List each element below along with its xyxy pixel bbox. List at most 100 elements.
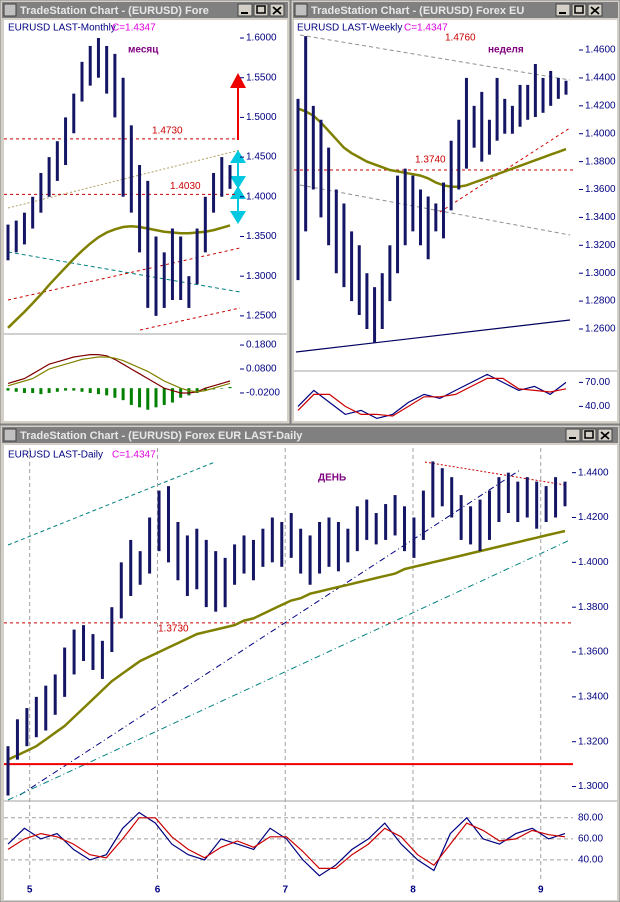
y-tick-label: 1.4600 — [585, 45, 616, 56]
histogram-bar — [72, 388, 76, 391]
histogram-bar — [138, 388, 142, 408]
histogram-bar — [195, 388, 199, 393]
oscillator-line — [7, 356, 231, 393]
plots: 1.4730 1.4030 1.6000 1.5500 1.5000 1.4500 1.40… — [4, 23, 617, 896]
y-tick-label: 1.4200 — [578, 512, 609, 523]
y-tick-label: 0.0800 — [246, 364, 277, 375]
histogram-bar — [228, 386, 232, 389]
histogram-bar — [113, 388, 117, 398]
moving-average — [297, 107, 567, 188]
y-tick-label: 1.4500 — [246, 152, 277, 163]
y-tick-label: 80.00 — [578, 812, 603, 823]
histogram-bar — [96, 388, 100, 395]
app-icon — [3, 428, 17, 442]
chart-label: EURUSD LAST-Weekly — [297, 23, 402, 34]
title-bar[interactable] — [293, 2, 618, 18]
chart-label: EURUSD LAST-Monthly — [8, 23, 116, 34]
histogram-bar — [146, 388, 150, 410]
y-tick-label: 70.00 — [585, 377, 610, 388]
level-label: 1.3740 — [415, 155, 446, 166]
trend-lines — [7, 149, 241, 331]
window-monthly: TradeStation Chart - (EURUSD) Fore — [0, 0, 291, 425]
histogram-bar — [80, 388, 84, 392]
y-tick-label: 1.2600 — [585, 324, 616, 335]
window-title: TradeStation Chart - (EURUSD) Fore — [20, 5, 209, 17]
histogram-bar — [6, 388, 10, 391]
y-tick-label: 1.3600 — [578, 647, 609, 658]
histogram-bar — [55, 388, 59, 392]
close-label: C=1.4347 — [112, 23, 156, 34]
chart-area — [294, 20, 617, 421]
y-tick-label: 1.3000 — [578, 781, 609, 792]
y-tick-label: 0.1800 — [246, 340, 277, 351]
y-tick-label: 1.4000 — [246, 191, 277, 202]
y-tick-label: 1.3400 — [578, 692, 609, 703]
histogram-bar — [154, 388, 158, 408]
y-tick-label: 40.00 — [585, 401, 610, 412]
histogram-bar — [121, 388, 125, 401]
histogram-bar — [47, 388, 51, 393]
level-label: 1.3730 — [158, 624, 189, 635]
x-tick-label: 5 — [27, 885, 33, 896]
window-weekly: TradeStation Chart - (EURUSD) Forex EU — [290, 0, 620, 425]
trend-lines — [295, 34, 571, 353]
chart-area — [4, 20, 287, 421]
annotation: неделя — [488, 45, 524, 56]
y-tick-label: 1.2800 — [585, 296, 616, 307]
y-tick-label: 1.4000 — [585, 128, 616, 139]
window-buttons[interactable] — [565, 428, 613, 442]
level-label: 1.4030 — [170, 181, 201, 192]
y-tick-label: 1.4400 — [578, 467, 609, 478]
histogram-bar — [129, 388, 133, 405]
level-label: 1.4760 — [445, 32, 476, 43]
trend-lines — [7, 461, 571, 801]
histogram-bar — [39, 388, 43, 395]
y-tick-label: 1.4200 — [585, 100, 616, 111]
histogram-bar — [88, 388, 92, 393]
oscillator-line — [297, 377, 567, 417]
y-tick-label: 1.6000 — [246, 33, 277, 44]
y-tick-label: -0.0200 — [246, 388, 280, 399]
level-label: 1.4730 — [152, 125, 183, 136]
annotation: ДЕНЬ — [318, 473, 346, 484]
x-tick-label: 9 — [538, 885, 544, 896]
histogram-bar — [170, 388, 174, 403]
title-bar[interactable] — [2, 427, 618, 443]
oscillator-line — [7, 354, 231, 394]
histogram-bar — [22, 388, 26, 393]
close-label: C=1.4347 — [404, 23, 448, 34]
oscillator-line — [7, 817, 566, 869]
y-tick-label: 40.00 — [578, 855, 603, 866]
chart-area — [4, 445, 617, 900]
y-tick-label: 1.3500 — [246, 231, 277, 242]
window-title: TradeStation Chart - (EURUSD) Forex EUR … — [20, 430, 303, 442]
window-title: TradeStation Chart - (EURUSD) Forex EU — [311, 5, 524, 17]
x-tick-label: 8 — [410, 885, 416, 896]
y-tick-label: 1.2500 — [246, 311, 277, 322]
window-buttons[interactable] — [237, 3, 285, 17]
histogram-bar — [162, 388, 166, 405]
moving-average — [7, 529, 566, 761]
y-tick-label: 1.3800 — [578, 602, 609, 613]
y-tick-label: 1.3000 — [585, 268, 616, 279]
y-tick-label: 1.3800 — [585, 156, 616, 167]
app-icon — [294, 3, 308, 17]
title-bar[interactable] — [2, 2, 288, 18]
y-tick-label: 1.3200 — [578, 736, 609, 747]
arrows — [230, 73, 246, 224]
close-label: C=1.4347 — [112, 450, 156, 461]
y-tick-label: 1.4000 — [578, 557, 609, 568]
annotation: месяц — [128, 45, 159, 56]
histogram-bar — [14, 388, 18, 392]
app-icon — [3, 3, 17, 17]
y-tick-label: 1.4400 — [585, 73, 616, 84]
histogram-bar — [105, 388, 109, 396]
y-tick-label: 1.3200 — [585, 240, 616, 251]
y-tick-label: 1.5000 — [246, 112, 277, 123]
y-tick-label: 1.3000 — [246, 271, 277, 282]
histogram-bar — [220, 388, 224, 389]
window-buttons[interactable] — [555, 3, 603, 17]
y-tick-label: 60.00 — [578, 834, 603, 845]
x-tick-label: 6 — [155, 885, 161, 896]
